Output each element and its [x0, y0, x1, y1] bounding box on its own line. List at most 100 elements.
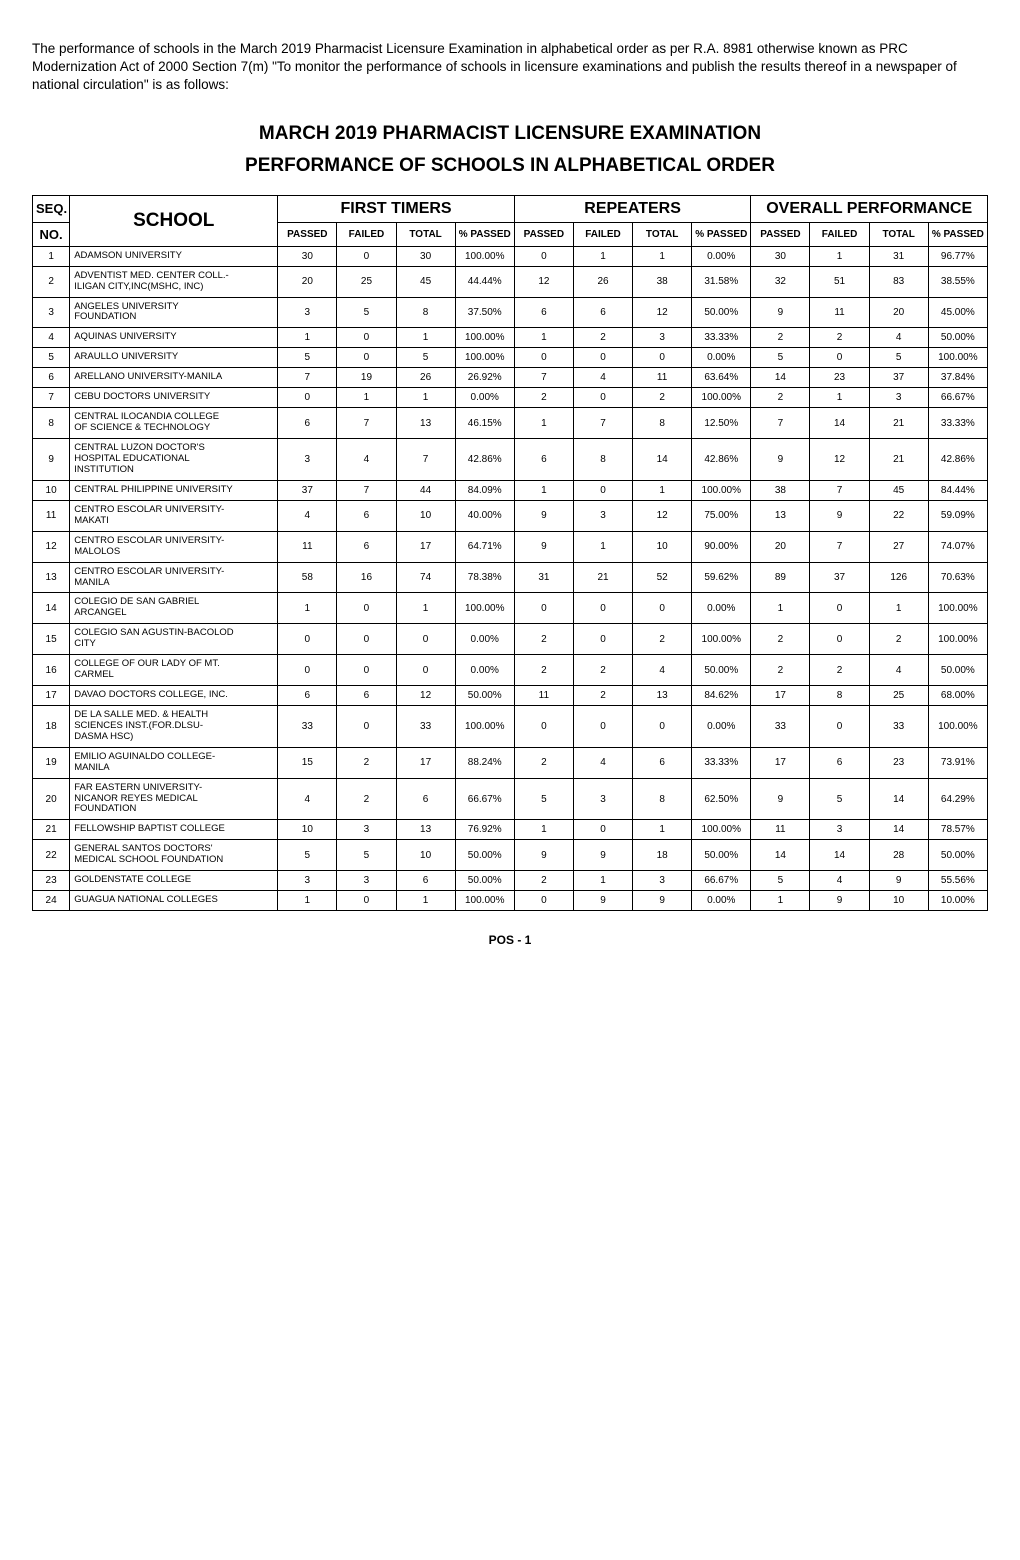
school-cell: FAR EASTERN UNIVERSITY- NICANOR REYES ME… — [70, 778, 278, 820]
num-cell: 14 — [869, 778, 928, 820]
th-seq: SEQ. — [33, 195, 70, 222]
table-row: 8CENTRAL ILOCANDIA COLLEGE OF SCIENCE & … — [33, 408, 988, 439]
seq-cell: 10 — [33, 480, 70, 500]
num-cell: 51 — [810, 266, 869, 297]
num-cell: 1 — [514, 408, 573, 439]
num-cell: 9 — [751, 297, 810, 328]
table-row: 24GUAGUA NATIONAL COLLEGES101100.00%0990… — [33, 891, 988, 911]
num-cell: 0 — [514, 246, 573, 266]
num-cell: 78.57% — [928, 820, 987, 840]
num-cell: 100.00% — [692, 624, 751, 655]
table-row: 3ANGELES UNIVERSITY FOUNDATION35837.50%6… — [33, 297, 988, 328]
num-cell: 30 — [396, 246, 455, 266]
seq-cell: 12 — [33, 531, 70, 562]
num-cell: 38 — [633, 266, 692, 297]
seq-cell: 24 — [33, 891, 70, 911]
num-cell: 0 — [633, 706, 692, 748]
num-cell: 6 — [396, 871, 455, 891]
num-cell: 100.00% — [692, 388, 751, 408]
num-cell: 0 — [396, 655, 455, 686]
num-cell: 37.50% — [455, 297, 514, 328]
seq-cell: 3 — [33, 297, 70, 328]
num-cell: 3 — [810, 820, 869, 840]
num-cell: 96.77% — [928, 246, 987, 266]
th-school: SCHOOL — [70, 195, 278, 246]
num-cell: 9 — [751, 778, 810, 820]
school-cell: DAVAO DOCTORS COLLEGE, INC. — [70, 686, 278, 706]
num-cell: 40.00% — [455, 500, 514, 531]
school-cell: CENTRO ESCOLAR UNIVERSITY- MAKATI — [70, 500, 278, 531]
num-cell: 6 — [337, 500, 396, 531]
num-cell: 4 — [633, 655, 692, 686]
num-cell: 0 — [573, 348, 632, 368]
num-cell: 2 — [573, 686, 632, 706]
num-cell: 3 — [278, 439, 337, 481]
num-cell: 10.00% — [928, 891, 987, 911]
num-cell: 10 — [633, 531, 692, 562]
num-cell: 30 — [751, 246, 810, 266]
num-cell: 20 — [869, 297, 928, 328]
num-cell: 6 — [337, 531, 396, 562]
num-cell: 27 — [869, 531, 928, 562]
seq-cell: 8 — [33, 408, 70, 439]
num-cell: 33.33% — [928, 408, 987, 439]
num-cell: 1 — [514, 480, 573, 500]
school-cell: CENTRAL ILOCANDIA COLLEGE OF SCIENCE & T… — [70, 408, 278, 439]
num-cell: 100.00% — [455, 348, 514, 368]
num-cell: 0 — [337, 328, 396, 348]
num-cell: 4 — [337, 439, 396, 481]
num-cell: 1 — [337, 388, 396, 408]
num-cell: 0 — [810, 706, 869, 748]
num-cell: 2 — [514, 655, 573, 686]
table-row: 13CENTRO ESCOLAR UNIVERSITY- MANILA58167… — [33, 562, 988, 593]
seq-cell: 20 — [33, 778, 70, 820]
num-cell: 7 — [396, 439, 455, 481]
num-cell: 37 — [810, 562, 869, 593]
num-cell: 50.00% — [928, 840, 987, 871]
num-cell: 0 — [633, 593, 692, 624]
num-cell: 2 — [810, 328, 869, 348]
num-cell: 62.50% — [692, 778, 751, 820]
table-row: 10CENTRAL PHILIPPINE UNIVERSITY3774484.0… — [33, 480, 988, 500]
num-cell: 2 — [337, 747, 396, 778]
num-cell: 26.92% — [455, 368, 514, 388]
num-cell: 2 — [751, 655, 810, 686]
num-cell: 0 — [573, 593, 632, 624]
school-cell: FELLOWSHIP BAPTIST COLLEGE — [70, 820, 278, 840]
num-cell: 11 — [278, 531, 337, 562]
seq-cell: 22 — [33, 840, 70, 871]
num-cell: 6 — [514, 297, 573, 328]
school-cell: CENTRO ESCOLAR UNIVERSITY- MALOLOS — [70, 531, 278, 562]
num-cell: 14 — [810, 840, 869, 871]
num-cell: 26 — [573, 266, 632, 297]
num-cell: 3 — [278, 297, 337, 328]
num-cell: 37 — [278, 480, 337, 500]
num-cell: 89 — [751, 562, 810, 593]
num-cell: 84.44% — [928, 480, 987, 500]
table-row: 7CEBU DOCTORS UNIVERSITY0110.00%202100.0… — [33, 388, 988, 408]
num-cell: 50.00% — [455, 871, 514, 891]
num-cell: 26 — [396, 368, 455, 388]
num-cell: 5 — [869, 348, 928, 368]
num-cell: 21 — [869, 408, 928, 439]
num-cell: 6 — [810, 747, 869, 778]
num-cell: 2 — [337, 778, 396, 820]
num-cell: 16 — [337, 562, 396, 593]
th-rp-pct: % PASSED — [692, 222, 751, 246]
table-row: 2ADVENTIST MED. CENTER COLL.- ILIGAN CIT… — [33, 266, 988, 297]
num-cell: 3 — [278, 871, 337, 891]
num-cell: 74.07% — [928, 531, 987, 562]
table-body: 1ADAMSON UNIVERSITY30030100.00%0110.00%3… — [33, 246, 988, 911]
school-cell: ARAULLO UNIVERSITY — [70, 348, 278, 368]
num-cell: 4 — [278, 778, 337, 820]
num-cell: 52 — [633, 562, 692, 593]
num-cell: 3 — [633, 328, 692, 348]
num-cell: 2 — [633, 388, 692, 408]
num-cell: 0.00% — [692, 891, 751, 911]
num-cell: 6 — [396, 778, 455, 820]
num-cell: 2 — [573, 655, 632, 686]
num-cell: 5 — [278, 348, 337, 368]
num-cell: 13 — [751, 500, 810, 531]
num-cell: 0 — [633, 348, 692, 368]
num-cell: 50.00% — [928, 655, 987, 686]
